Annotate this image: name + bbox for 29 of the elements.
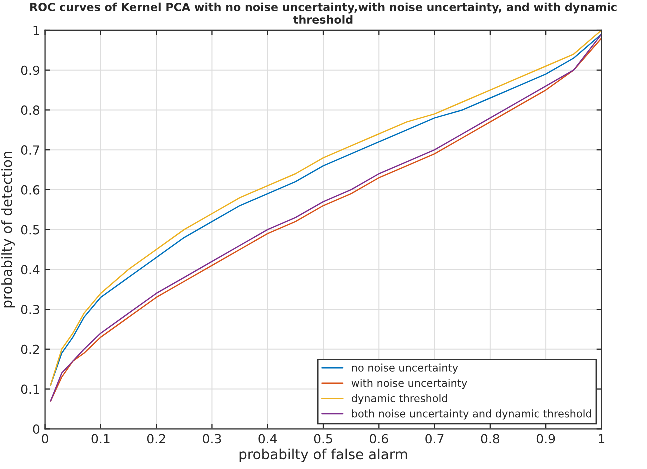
y-tick-label: 0.9 xyxy=(21,66,40,76)
x-tick-label: 0.5 xyxy=(314,434,332,444)
y-tick-label: 0.7 xyxy=(21,146,40,156)
x-tick-label: 0.4 xyxy=(258,434,278,444)
x-tick-label: 0.8 xyxy=(481,434,500,444)
x-tick-label: 0 xyxy=(42,434,48,444)
y-tick-label: 0.2 xyxy=(21,344,40,354)
x-tick-label: 1 xyxy=(599,434,605,444)
y-tick-label: 0.3 xyxy=(21,305,40,314)
y-tick-label: 0.5 xyxy=(21,225,40,235)
legend-label: both noise uncertainty and dynamic threshold xyxy=(352,410,592,420)
legend-label: with noise uncertainty xyxy=(352,379,468,390)
x-tick-label: 0.7 xyxy=(426,434,444,444)
y-tick-label: 1 xyxy=(34,26,40,36)
x-axis-title: probabilty of false alarm xyxy=(240,448,408,462)
y-tick-label: 0.4 xyxy=(21,265,40,275)
y-tick-label: 0.8 xyxy=(21,106,40,116)
x-tick-label: 0.3 xyxy=(203,434,222,444)
legend-label: no noise uncertainty xyxy=(352,364,458,374)
y-tick-label: 0 xyxy=(33,424,40,434)
y-tick-label: 0.6 xyxy=(21,185,40,195)
y-tick-label: 0.1 xyxy=(21,384,40,394)
x-tick-label: 0.1 xyxy=(92,434,110,444)
x-tick-label: 0.2 xyxy=(147,434,166,444)
x-tick-label: 0.6 xyxy=(370,434,388,444)
x-tick-label: 0.9 xyxy=(536,434,556,444)
legend-label: dynamic threshold xyxy=(352,394,448,404)
chart-title: ROC curves of Kernel PCA with no noise uncertainty,with noise uncertainty, and with dynamic threshold xyxy=(30,2,617,24)
y-axis-title: probabilty of detection xyxy=(2,152,15,308)
